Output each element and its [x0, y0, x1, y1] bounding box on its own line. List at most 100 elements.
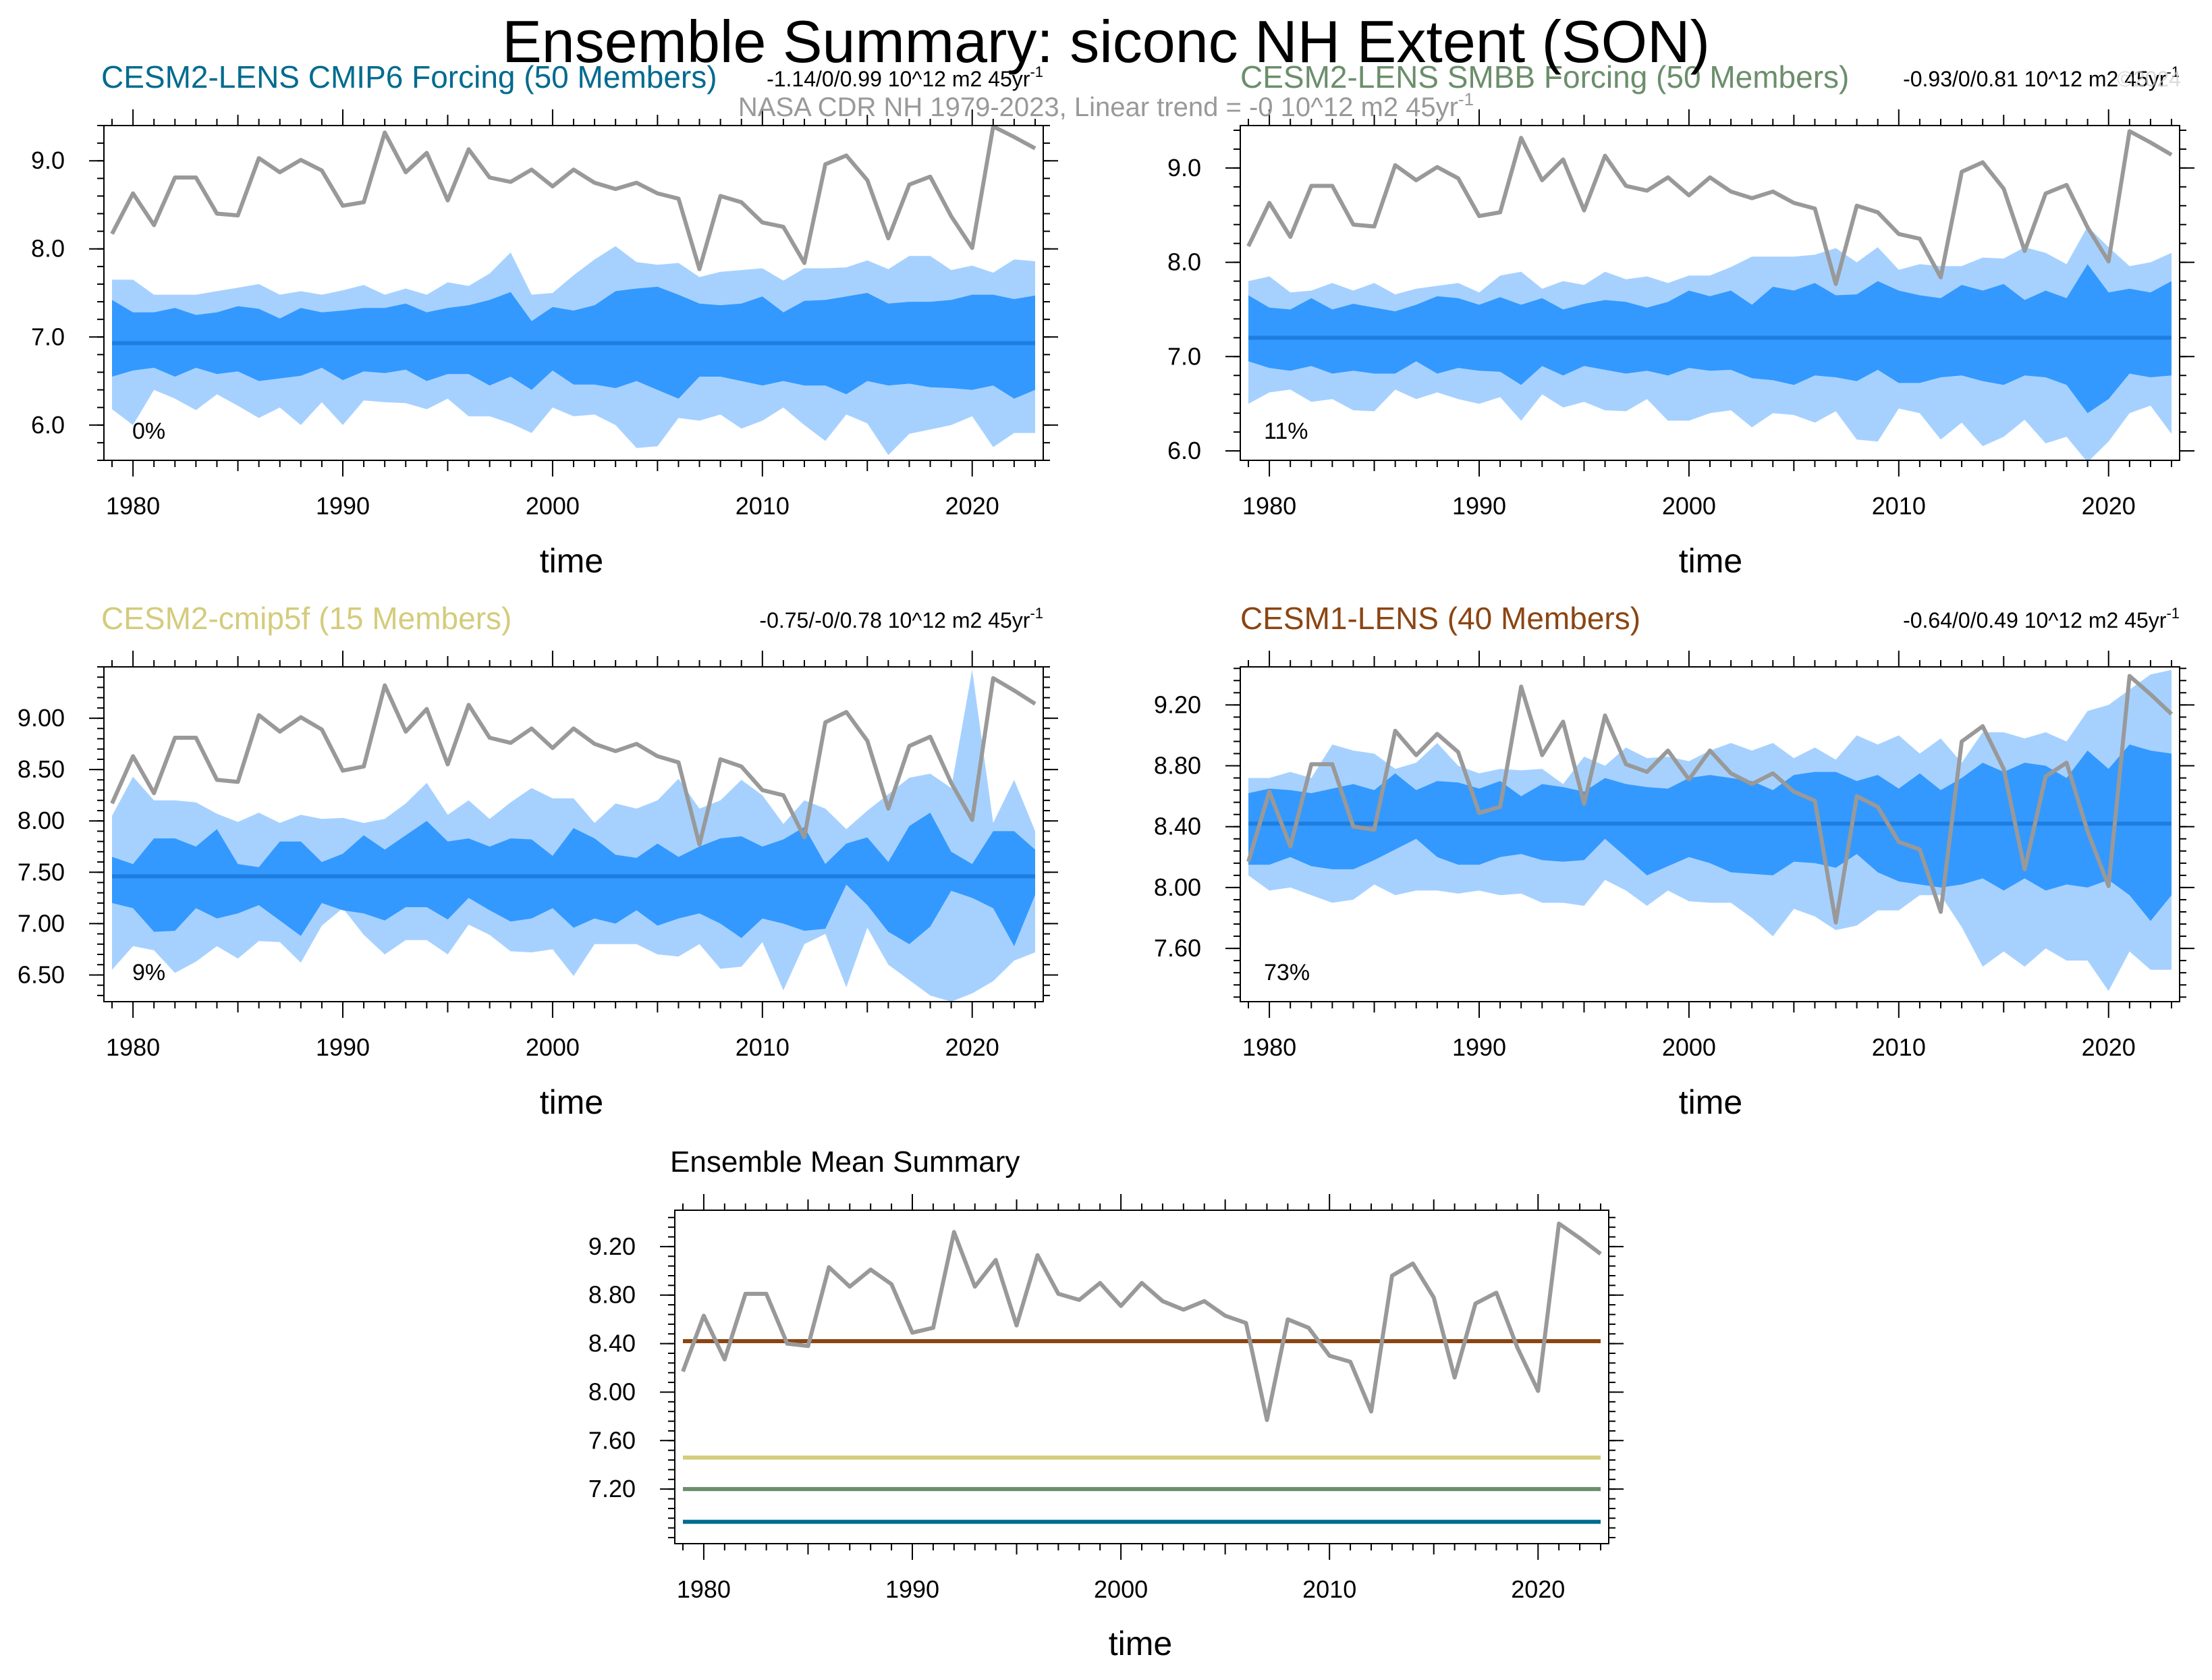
x-tick-label: 2020: [945, 1033, 999, 1061]
panel-title: CESM1-LENS (40 Members): [1240, 601, 1640, 636]
y-tick-label: 9.0: [1167, 154, 1201, 182]
y-tick-label: 8.80: [1154, 752, 1201, 780]
y-tick-label: 7.20: [588, 1475, 636, 1502]
panel-title: CESM2-LENS CMIP6 Forcing (50 Members): [101, 59, 717, 94]
x-tick-label: 2020: [2082, 1033, 2136, 1061]
panel-trend-text: -0.64/0/0.49 10^12 m2 45yr-1: [1903, 605, 2180, 632]
y-tick-label: 7.50: [18, 858, 65, 886]
plot-area: 1980 1990 2000 2010 2020 6.0 7.0 8.0 9.0: [1167, 109, 2194, 520]
panel-trend-text: -1.14/0/0.99 10^12 m2 45yr-1: [767, 63, 1043, 91]
watermark: ©2024: [2117, 67, 2181, 91]
y-tick-label: 8.0: [31, 235, 65, 263]
panel-cesm2-cmip5f: CESM2-cmip5f (15 Members) -0.75/-0/0.78 …: [18, 601, 1058, 1121]
y-tick-label: 8.80: [588, 1281, 636, 1309]
subtitle-superscript: -1: [1458, 89, 1474, 109]
trend-superscript: -1: [1030, 605, 1043, 622]
observed-series-line: [110, 126, 1036, 271]
x-tick-label: 2020: [945, 492, 999, 520]
x-tick-label: 2010: [1872, 1033, 1926, 1061]
y-tick-label: 7.60: [1154, 934, 1201, 962]
percent-label: 0%: [132, 418, 165, 444]
y-tick-label: 8.0: [1167, 248, 1201, 276]
trend-value: -1.14/0/0.99 10^12 m2 45yr: [767, 67, 1030, 91]
ensemble-inner-range-band: [112, 813, 1035, 946]
y-tick-label: 6.0: [31, 411, 65, 439]
x-tick-label: 1990: [316, 492, 370, 520]
x-tick-label: 2020: [2082, 492, 2136, 520]
figure-title: Ensemble Summary: siconc NH Extent (SON): [502, 8, 1710, 75]
y-tick-label: 8.00: [1154, 873, 1201, 901]
x-tick-label: 2000: [1094, 1575, 1148, 1603]
panel-title: CESM2-LENS SMBB Forcing (50 Members): [1240, 59, 1849, 94]
y-tick-label: 9.0: [31, 146, 65, 174]
y-tick-label: 6.50: [18, 960, 65, 988]
x-tick-label: 2010: [736, 492, 790, 520]
x-axis-label: time: [1109, 1625, 1172, 1662]
panel-ensemble-mean-summary: Ensemble Mean Summary time 1980 1990 2000 2…: [588, 1145, 1624, 1662]
x-axis-label: time: [1679, 542, 1742, 580]
y-tick-label: 9.00: [18, 704, 65, 732]
x-tick-label: 2000: [526, 1033, 580, 1061]
y-tick-label: 8.00: [18, 807, 65, 834]
y-tick-label: 6.0: [1167, 437, 1201, 464]
x-tick-label: 2010: [1302, 1575, 1356, 1603]
plot-content: [110, 670, 1036, 1002]
plot-content: [681, 1221, 1602, 1524]
observed-series-line: [110, 676, 1036, 847]
x-tick-label: 1980: [1242, 1033, 1296, 1061]
panel-cesm2-lens-smbb: CESM2-LENS SMBB Forcing (50 Members) -0.…: [1167, 59, 2194, 580]
plot-area: 1980 1990 2000 2010 2020 7.20 7.60 8.00 8.40 8.80…: [588, 1194, 1624, 1603]
x-tick-label: 2000: [526, 492, 580, 520]
plot-content: [1246, 670, 2174, 992]
x-tick-label: 1980: [106, 492, 160, 520]
trend-superscript: -1: [2166, 605, 2180, 622]
x-tick-label: 2010: [1872, 492, 1926, 520]
plot-area: 1980 1990 2000 2010 2020 6.0 7.0 8.0 9.0: [31, 109, 1058, 520]
percent-label: 9%: [132, 960, 165, 985]
x-tick-label: 1990: [1452, 492, 1506, 520]
y-tick-label: 7.00: [18, 909, 65, 937]
y-tick-label: 7.60: [588, 1426, 636, 1454]
y-tick-label: 7.0: [1167, 342, 1201, 370]
x-tick-label: 1990: [885, 1575, 939, 1603]
panel-trend-text: -0.75/-0/0.78 10^12 m2 45yr-1: [759, 605, 1043, 632]
x-tick-label: 1980: [106, 1033, 160, 1061]
plot-content: [1246, 129, 2173, 460]
ensemble-inner-range-band: [1248, 744, 2172, 921]
x-axis-label: time: [1679, 1083, 1742, 1121]
x-tick-label: 2020: [1511, 1575, 1565, 1603]
trend-superscript: -1: [1030, 63, 1043, 80]
trend-value: -0.64/0/0.49 10^12 m2 45yr: [1903, 608, 2167, 632]
y-tick-label: 8.50: [18, 755, 65, 783]
x-tick-label: 1990: [1452, 1033, 1506, 1061]
trend-value: -0.75/-0/0.78 10^12 m2 45yr: [759, 608, 1030, 632]
y-tick-label: 7.0: [31, 323, 65, 350]
x-tick-label: 1980: [677, 1575, 731, 1603]
panel-trend-text: -0.93/0/0.81 10^12 m2 45yr-1: [1903, 63, 2180, 91]
y-tick-label: 8.40: [588, 1330, 636, 1357]
y-tick-label: 9.20: [588, 1232, 636, 1260]
y-tick-label: 8.00: [588, 1378, 636, 1405]
x-tick-label: 1990: [316, 1033, 370, 1061]
plot-content: [110, 126, 1036, 456]
plot-area: 1980 1990 2000 2010 2020 6.50 7.00 7.50 8.00 8.50…: [18, 651, 1058, 1061]
observed-series-line: [1246, 674, 2174, 925]
trend-superscript: -1: [2166, 63, 2180, 80]
plot-area: 1980 1990 2000 2010 2020 7.60 8.00 8.40 8.80 9.20: [1154, 651, 2194, 1061]
percent-label: 73%: [1264, 960, 1310, 985]
figure-subtitle: NASA CDR NH 1979-2023, Linear trend = -0…: [738, 89, 1474, 122]
x-axis-label: time: [540, 1083, 603, 1121]
y-tick-label: 8.40: [1154, 813, 1201, 840]
x-tick-label: 2000: [1662, 492, 1716, 520]
x-tick-label: 1980: [1242, 492, 1296, 520]
observed-series-line: [1246, 129, 2173, 286]
percent-label: 11%: [1264, 418, 1308, 444]
panel-title: Ensemble Mean Summary: [670, 1145, 1020, 1178]
panel-cesm1-lens: CESM1-LENS (40 Members) -0.64/0/0.49 10^…: [1154, 601, 2194, 1121]
x-tick-label: 2010: [736, 1033, 790, 1061]
trend-value: -0.93/0/0.81 10^12 m2 45yr: [1903, 67, 2167, 91]
y-tick-label: 9.20: [1154, 690, 1201, 718]
panel-title: CESM2-cmip5f (15 Members): [101, 601, 511, 636]
x-tick-label: 2000: [1662, 1033, 1716, 1061]
